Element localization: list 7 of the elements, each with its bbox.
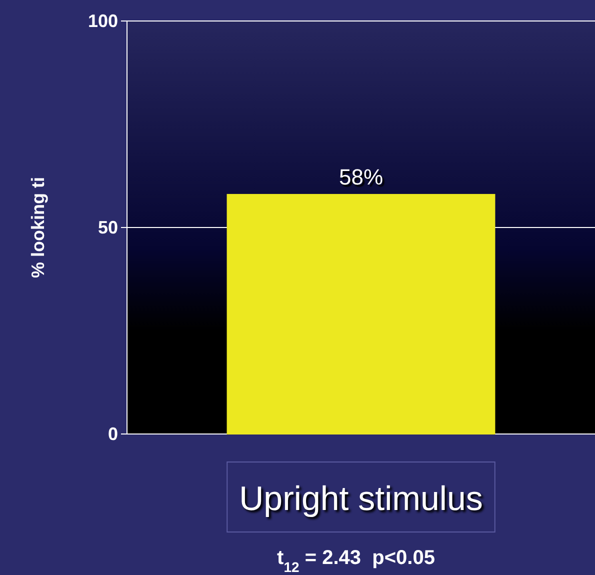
y-tick-label: 0 [108,424,118,444]
text: t$_{12}$ = 2.43 p<0.05 [277,547,435,575]
x-tick-label: Upright stimulus [239,480,483,518]
y-tick-label: 50 [98,217,118,238]
y-axis-title: % looking ti [28,177,48,278]
y-tick-label: 100 [88,10,118,31]
data-label: 58% [338,164,384,190]
